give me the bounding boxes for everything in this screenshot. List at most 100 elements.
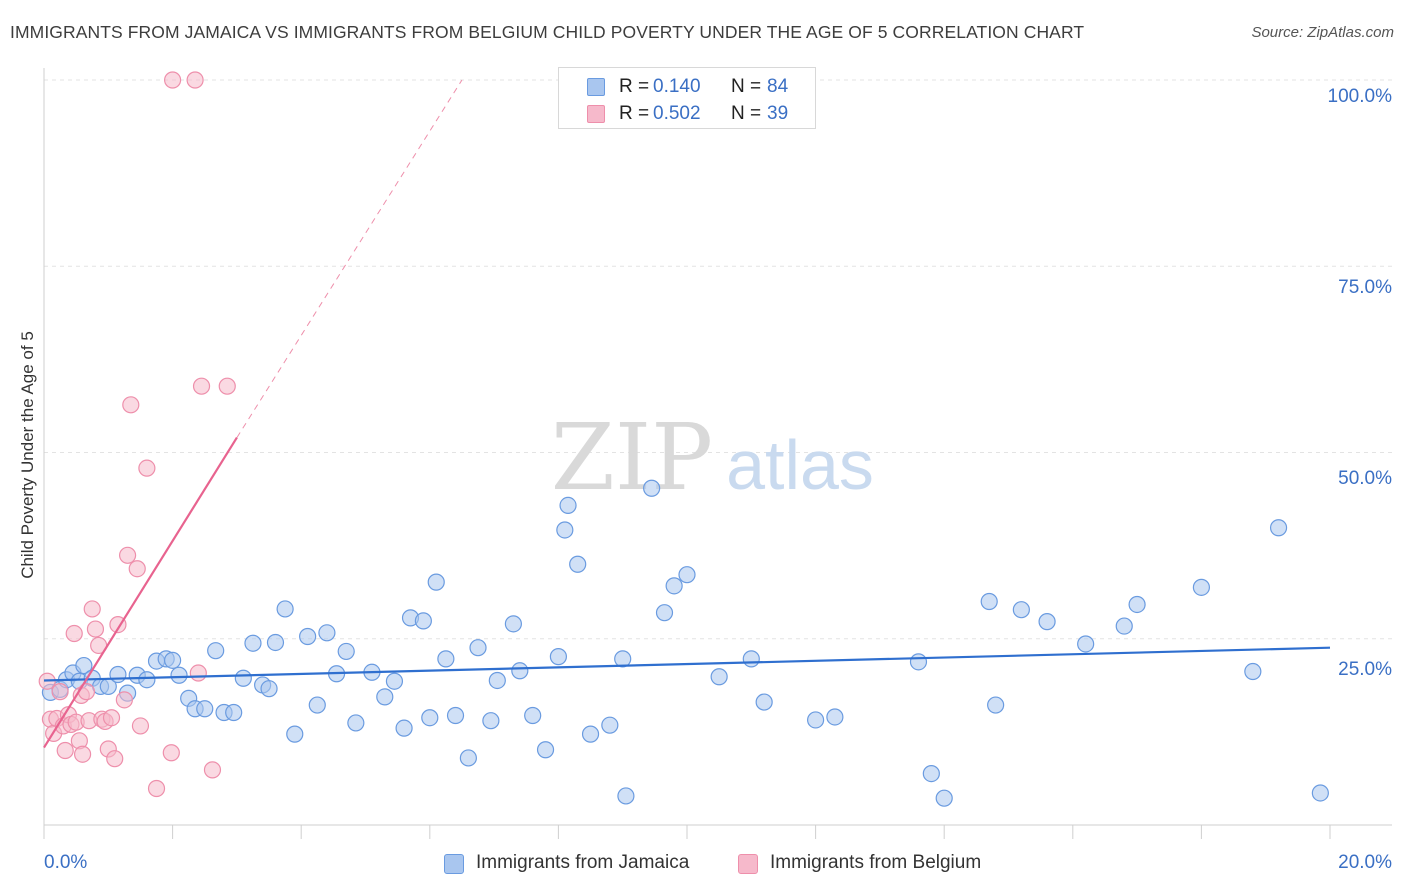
jamaica-point <box>347 714 365 732</box>
belgium-trend-line <box>43 437 238 749</box>
jamaica-point <box>1128 595 1146 614</box>
belgium-point <box>162 744 180 762</box>
jamaica-point <box>1012 601 1030 619</box>
jamaica-trend-line <box>43 646 1331 682</box>
belgium-point <box>56 741 74 760</box>
jamaica-point <box>556 521 574 539</box>
jamaica-point <box>414 612 432 630</box>
belgium-point <box>203 761 222 779</box>
series-legend: Immigrants from Jamaica Immigrants from … <box>0 852 1406 878</box>
jamaica-point <box>446 706 465 725</box>
jamaica-point <box>524 706 542 725</box>
jamaica-point <box>511 662 529 680</box>
jamaica-point <box>617 787 635 805</box>
jamaica-point <box>1311 784 1329 802</box>
jamaica-point <box>308 696 326 714</box>
belgium-point <box>138 459 156 477</box>
jamaica-point <box>655 604 674 622</box>
belgium-swatch <box>587 105 605 123</box>
jamaica-point <box>909 653 928 671</box>
jamaica-point <box>806 711 825 729</box>
belgium-point <box>65 624 83 643</box>
stats-legend: R = 0.140 N = 84 R = 0.502 N = 39 <box>558 67 816 129</box>
belgium-point <box>83 600 101 618</box>
jamaica-point <box>196 700 214 718</box>
jamaica-point <box>1244 662 1262 681</box>
series-legend-belgium-swatch <box>738 854 758 874</box>
jamaica-point <box>614 650 632 668</box>
belgium-r-value: 0.502 <box>653 103 701 124</box>
jamaica-point <box>207 642 225 660</box>
series-legend-jamaica-label: Immigrants from Jamaica <box>476 852 690 873</box>
jamaica-point <box>581 725 600 743</box>
jamaica-point <box>755 693 773 711</box>
series-legend-jamaica-swatch <box>444 854 464 874</box>
jamaica-point <box>569 555 587 573</box>
jamaica-point <box>421 709 439 727</box>
series-legend-belgium-label: Immigrants from Belgium <box>770 852 982 873</box>
jamaica-point <box>1038 613 1056 631</box>
jamaica-point <box>482 712 500 730</box>
belgium-point <box>86 620 105 638</box>
jamaica-point <box>286 725 304 743</box>
jamaica-n-label: N = <box>731 76 762 97</box>
jamaica-n-value: 84 <box>767 76 789 97</box>
trend-lines <box>43 79 1331 749</box>
belgium-point <box>106 750 124 768</box>
belgium-point <box>115 691 133 709</box>
jamaica-point <box>437 650 455 668</box>
jamaica-point <box>469 639 487 657</box>
belgium-point <box>131 717 150 735</box>
belgium-point <box>192 377 211 395</box>
jamaica-point <box>742 650 760 668</box>
jamaica-point <box>225 703 243 722</box>
jamaica-point <box>504 615 522 633</box>
jamaica-point <box>935 789 953 807</box>
jamaica-point <box>1269 519 1288 537</box>
jamaica-point <box>109 665 127 684</box>
chart-title: IMMIGRANTS FROM JAMAICA VS IMMIGRANTS FR… <box>10 22 1085 42</box>
belgium-point <box>164 71 182 89</box>
belgium-point <box>147 779 166 798</box>
jamaica-point <box>299 627 317 646</box>
belgium-r-label: R = <box>619 103 650 124</box>
belgium-point <box>189 664 207 682</box>
jamaica-r-value: 0.140 <box>653 76 701 97</box>
belgium-point <box>186 71 204 89</box>
watermark-atlas: atlas <box>726 426 874 504</box>
jamaica-point <box>826 708 844 726</box>
belgium-point <box>102 709 121 727</box>
jamaica-point <box>276 600 294 618</box>
jamaica-point <box>1077 635 1095 653</box>
jamaica-swatch <box>587 78 605 96</box>
jamaica-point <box>559 496 577 514</box>
jamaica-point <box>318 624 336 642</box>
belgium-point <box>77 683 96 701</box>
y-tick-label-100: 100.0% <box>1327 86 1392 107</box>
grid-lines <box>44 79 1392 640</box>
jamaica-point <box>1192 578 1211 596</box>
belgium-point <box>122 396 140 414</box>
jamaica-point <box>260 680 278 698</box>
belgium-point <box>51 683 69 701</box>
chart-source: Source: ZipAtlas.com <box>1251 24 1394 41</box>
jamaica-point <box>385 672 404 690</box>
jamaica-point <box>665 577 683 595</box>
jamaica-point <box>164 651 182 669</box>
belgium-n-value: 39 <box>767 103 789 124</box>
jamaica-r-label: R = <box>619 76 650 97</box>
jamaica-point <box>678 566 696 584</box>
jamaica-point <box>980 592 998 611</box>
jamaica-point <box>75 656 93 675</box>
belgium-point <box>128 560 146 578</box>
jamaica-point <box>601 716 619 734</box>
jamaica-point <box>376 688 394 706</box>
jamaica-point <box>170 666 188 684</box>
y-tick-label-75: 75.0% <box>1338 277 1392 298</box>
jamaica-point <box>488 671 506 690</box>
watermark: ZIP atlas <box>551 404 874 511</box>
jamaica-point <box>987 696 1005 714</box>
axes <box>43 68 1392 839</box>
jamaica-point <box>1115 617 1133 635</box>
